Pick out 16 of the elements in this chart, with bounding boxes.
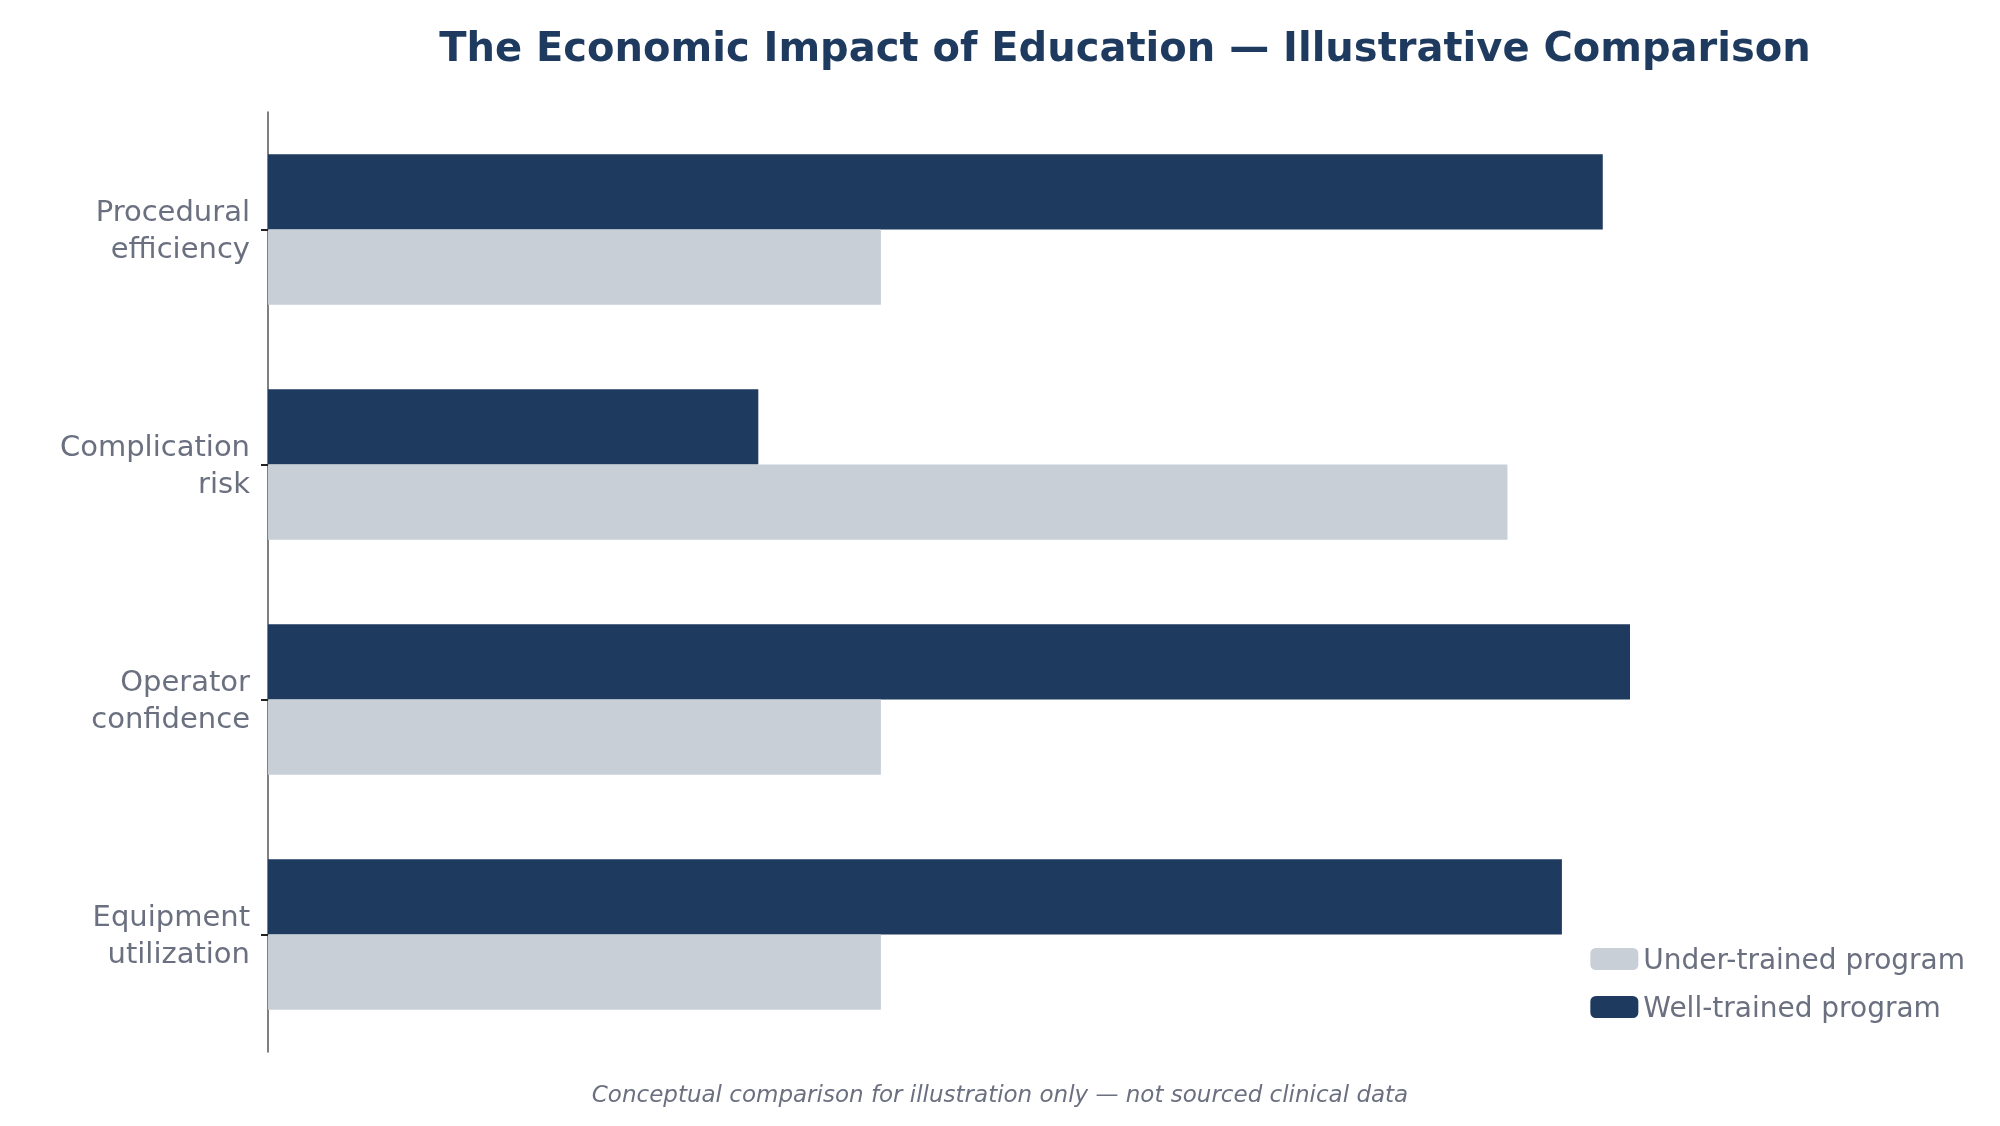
y-tick-label: Complication risk [59, 429, 251, 500]
y-tick-label: Procedural efficiency [95, 194, 250, 265]
bar [268, 464, 1508, 540]
legend-label: Well-trained program [1643, 990, 1941, 1024]
bar [268, 229, 881, 305]
bar [268, 389, 759, 465]
y-tick-label: Equipment utilization [92, 899, 250, 970]
bar [268, 624, 1630, 700]
bar [268, 699, 881, 775]
chart-title: The Economic Impact of Education — Illustrative Comparison [439, 24, 1811, 70]
bar [268, 859, 1562, 935]
legend-label: Under-trained program [1643, 942, 1966, 976]
text: Conceptual comparison for illustration only — not sourced clinical data [591, 1080, 1409, 1107]
bar [268, 154, 1603, 230]
bar [268, 934, 881, 1010]
y-tick-label: Operator confidence [91, 664, 251, 735]
